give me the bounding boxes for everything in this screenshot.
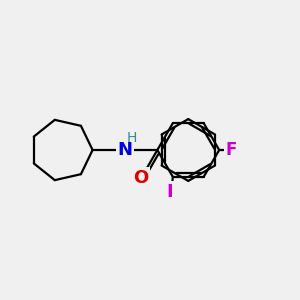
- Text: N: N: [118, 141, 133, 159]
- Text: H: H: [126, 130, 136, 145]
- Text: O: O: [133, 169, 148, 187]
- Text: F: F: [226, 141, 237, 159]
- Text: I: I: [167, 183, 173, 201]
